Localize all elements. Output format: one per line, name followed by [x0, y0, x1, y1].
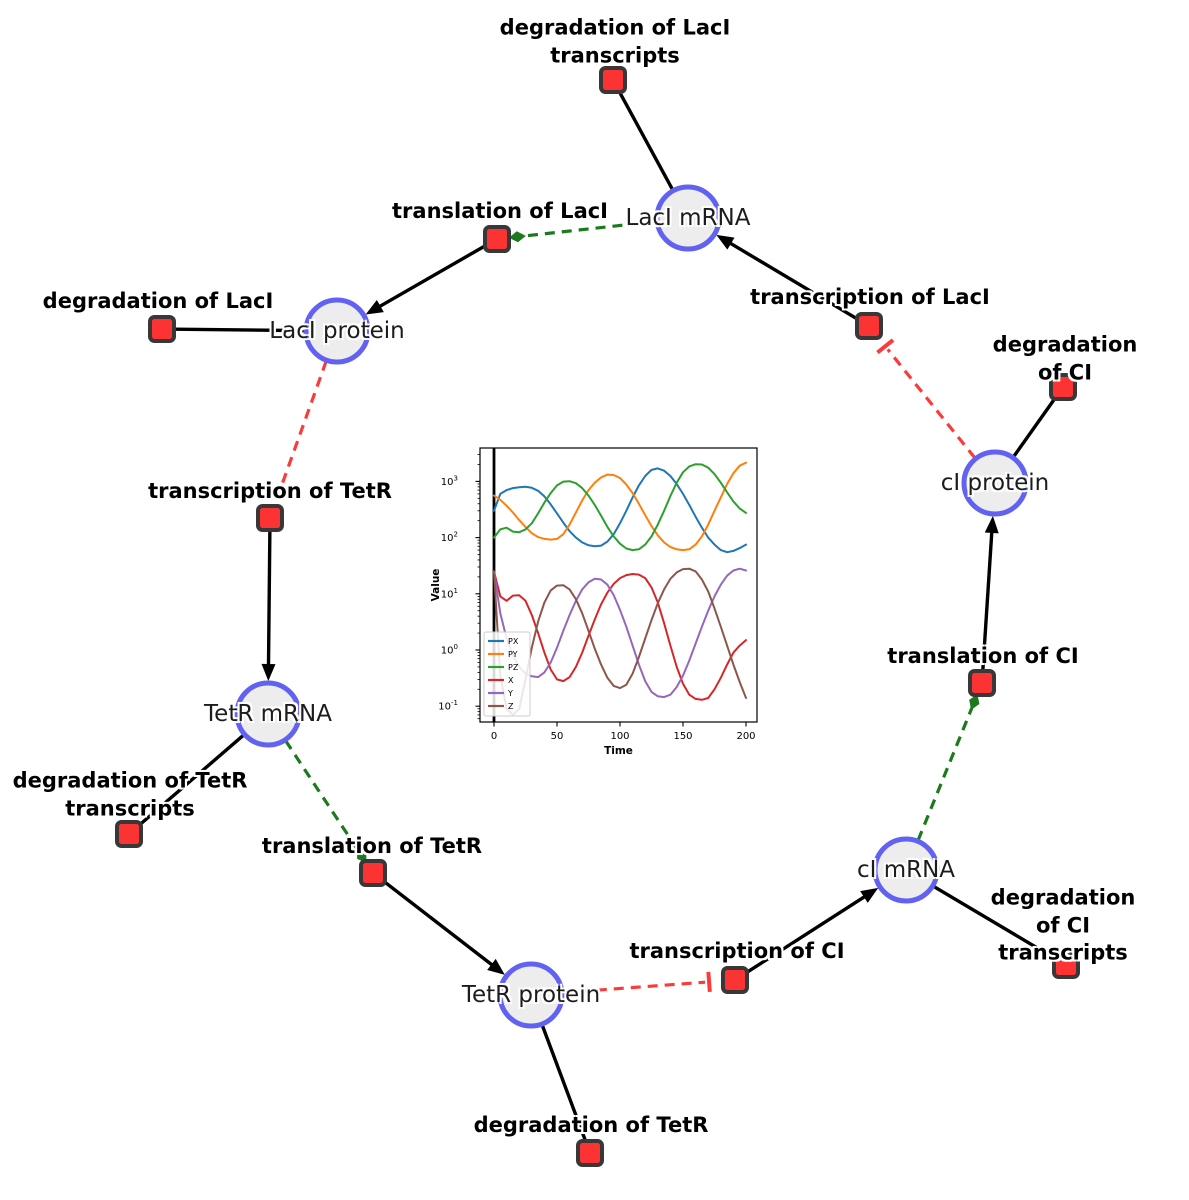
- edge-laci-protein-to-degradation-laci: [174, 327, 306, 333]
- laci-protein-label: LacI protein: [269, 317, 405, 344]
- edge-translation-tetr-to-tetr-protein-arrowhead-icon: [487, 958, 505, 975]
- edge-translation-ci-to-ci-protein-arrowhead-icon: [984, 515, 999, 534]
- timecourse-plot: 103 102 101 100 10-1 0 50 100 150 200 Time Value PX P…: [425, 438, 777, 768]
- transcription-laci-label: transcription of LacI: [750, 285, 990, 310]
- edge-tetr-protein-to-transcription-ci-tee-icon: [706, 971, 712, 993]
- tetr-protein-label: TetR protein: [461, 981, 601, 1008]
- degradation-ci-label: degradation of CI: [992, 332, 1138, 384]
- edge-laci-protein-to-transcription-tetr-tee-icon: [268, 488, 289, 499]
- edge-ci-mrna-to-translation-ci-diamond-icon: [969, 694, 980, 710]
- legend-label-z: Z: [508, 702, 514, 711]
- edge-tetr-mrna-to-degradation-tetr-transcripts: [137, 733, 245, 827]
- tetr-mrna-label: TetR mRNA: [204, 700, 332, 727]
- nodes-layer: [115, 66, 1080, 1167]
- species-node-laci-mrna[interactable]: [654, 184, 722, 252]
- transcription-ci-label: transcription of CI: [629, 939, 845, 964]
- x-tick-label: 0: [491, 731, 497, 742]
- timecourse-chart-svg: 103 102 101 100 10-1 0 50 100 150 200 Time Value PX P…: [430, 447, 758, 757]
- edge-transcription-tetr-to-tetr-mrna-arrowhead-icon: [261, 663, 276, 682]
- transcription-tetr-label: transcription of TetR: [148, 479, 392, 504]
- reaction-node-translation-laci[interactable]: [483, 225, 511, 253]
- edge-transcription-ci-to-ci-mrna: [745, 893, 869, 975]
- degradation-ci-transcripts-label: degradation of CI transcripts: [990, 885, 1136, 965]
- edge-ci-protein-to-transcription-laci: [886, 348, 977, 460]
- legend-label-y: Y: [507, 689, 513, 698]
- degradation-laci-label: degradation of LacI: [42, 289, 274, 314]
- reaction-node-degradation-ci[interactable]: [1049, 373, 1077, 401]
- edge-translation-ci-to-ci-protein: [981, 528, 994, 671]
- degradation-tetr-label: degradation of TetR: [473, 1113, 709, 1138]
- degradation-laci-transcripts-label: degradation of LacI transcripts: [499, 15, 731, 67]
- edge-laci-mrna-to-translation-laci-diamond-icon: [508, 231, 526, 243]
- ci-protein-label: cI protein: [940, 469, 1050, 496]
- y-tick-label: 10-1: [438, 699, 458, 713]
- series-line-z: [493, 567, 747, 716]
- legend-label-x: X: [508, 676, 514, 685]
- legend-box: [483, 631, 531, 717]
- reaction-node-transcription-laci[interactable]: [855, 312, 883, 340]
- edge-ci-mrna-to-translation-ci: [916, 707, 974, 841]
- x-axis-label: Time: [604, 745, 633, 757]
- y-tick-label: 102: [441, 531, 458, 545]
- legend-label-py: PY: [508, 650, 518, 659]
- edge-tetr-protein-to-transcription-ci: [562, 980, 706, 995]
- arrowheads-layer: [261, 231, 999, 975]
- reaction-node-translation-tetr[interactable]: [359, 859, 387, 887]
- edge-translation-laci-to-laci-protein-arrowhead-icon: [365, 300, 384, 315]
- species-node-laci-protein[interactable]: [303, 297, 371, 365]
- reaction-node-degradation-tetr-transcripts[interactable]: [115, 820, 143, 848]
- x-tick-label: 200: [736, 731, 755, 742]
- translation-ci-label: translation of CI: [887, 644, 1079, 669]
- edge-ci-protein-to-transcription-laci-tee-icon: [876, 338, 895, 355]
- edge-ci-mrna-to-degradation-ci-transcripts: [932, 884, 1056, 960]
- translation-laci-label: translation of LacI: [392, 199, 608, 224]
- edge-transcription-laci-to-laci-mrna-arrowhead-icon: [716, 234, 735, 250]
- edge-translation-laci-to-laci-protein: [376, 244, 487, 310]
- edge-laci-mrna-to-degradation-laci-transcripts: [617, 90, 675, 191]
- edge-laci-mrna-to-translation-laci: [523, 219, 657, 238]
- legend-label-px: PX: [508, 637, 519, 646]
- edges-layer: [137, 90, 1057, 1142]
- series-line-y: [493, 567, 747, 699]
- degradation-tetr-transcripts-label: degradation of TetR transcripts: [12, 768, 248, 820]
- x-tick-label: 50: [551, 731, 564, 742]
- species-node-ci-protein[interactable]: [961, 449, 1029, 517]
- edge-tetr-mrna-to-translation-tetr: [284, 739, 360, 852]
- reaction-node-degradation-tetr[interactable]: [576, 1139, 604, 1167]
- species-node-tetr-protein[interactable]: [497, 961, 565, 1029]
- x-tick-label: 100: [610, 731, 629, 742]
- y-tick-label: 100: [441, 643, 458, 657]
- edge-transcription-ci-to-ci-mrna-arrowhead-icon: [860, 887, 879, 903]
- reaction-node-degradation-ci-transcripts[interactable]: [1052, 951, 1080, 979]
- reaction-node-transcription-tetr[interactable]: [256, 504, 284, 532]
- y-axis-label: Value: [430, 569, 442, 602]
- edge-transcription-laci-to-laci-mrna: [726, 240, 859, 321]
- series-line-py: [493, 461, 747, 552]
- reaction-node-translation-ci[interactable]: [968, 669, 996, 697]
- edge-tetr-protein-to-degradation-tetr: [540, 1024, 588, 1142]
- edge-transcription-tetr-to-tetr-mrna: [266, 530, 272, 669]
- series-line-pz: [493, 463, 747, 552]
- translation-tetr-label: translation of TetR: [261, 834, 483, 859]
- edge-ci-protein-to-degradation-ci: [1012, 396, 1057, 458]
- ci-mrna-label: cI mRNA: [856, 856, 956, 883]
- edge-laci-protein-to-transcription-tetr: [278, 360, 328, 491]
- y-tick-label: 101: [441, 587, 458, 601]
- y-tick-label: 103: [441, 474, 458, 488]
- laci-mrna-label: LacI mRNA: [625, 204, 751, 231]
- edge-translation-tetr-to-tetr-protein: [382, 879, 496, 969]
- reaction-node-transcription-ci[interactable]: [721, 966, 749, 994]
- reaction-node-degradation-laci[interactable]: [148, 315, 176, 343]
- x-tick-label: 150: [673, 731, 692, 742]
- reaction-node-degradation-laci-transcripts[interactable]: [599, 66, 627, 94]
- legend-label-pz: PZ: [508, 663, 519, 672]
- species-node-ci-mrna[interactable]: [872, 836, 940, 904]
- species-node-tetr-mrna[interactable]: [234, 680, 302, 748]
